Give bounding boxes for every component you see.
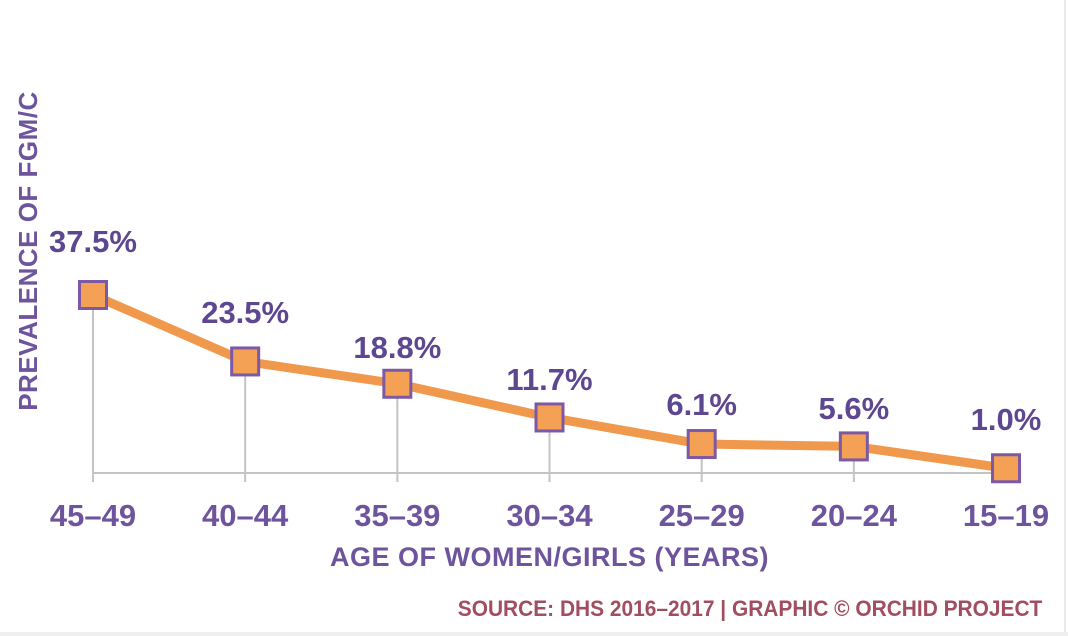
data-point-marker [534,402,565,433]
data-label: 1.0% [970,402,1042,438]
data-label: 5.6% [818,391,890,427]
x-tick-label: 45–49 [49,498,137,533]
data-point-marker [230,346,261,377]
data-point-marker [78,279,108,310]
source-credit: SOURCE: DHS 2016–2017 | GRAPHIC © ORCHID… [457,596,1042,621]
x-tick-label: 15–19 [962,498,1050,533]
x-axis-title: AGE OF WOMEN/GIRLS (YEARS) [329,542,769,572]
x-tick-label: 25–29 [658,498,745,533]
data-label: 37.5% [49,223,137,259]
x-tick-label: 40–44 [202,498,289,533]
x-tick-label: 30–34 [506,498,593,533]
x-tick-label: 20–24 [810,498,897,533]
x-tick-label: 35–39 [354,498,441,533]
data-label: 23.5% [201,295,290,331]
card-bottom-edge [0,632,1068,636]
data-label: 18.8% [353,329,442,365]
card-right-edge [1064,0,1066,636]
data-point-marker [838,431,869,462]
data-label: 6.1% [666,387,737,423]
data-point-marker [991,453,1022,484]
data-point-marker [686,429,717,460]
data-label: 11.7% [506,362,593,398]
data-point-marker [382,368,413,399]
